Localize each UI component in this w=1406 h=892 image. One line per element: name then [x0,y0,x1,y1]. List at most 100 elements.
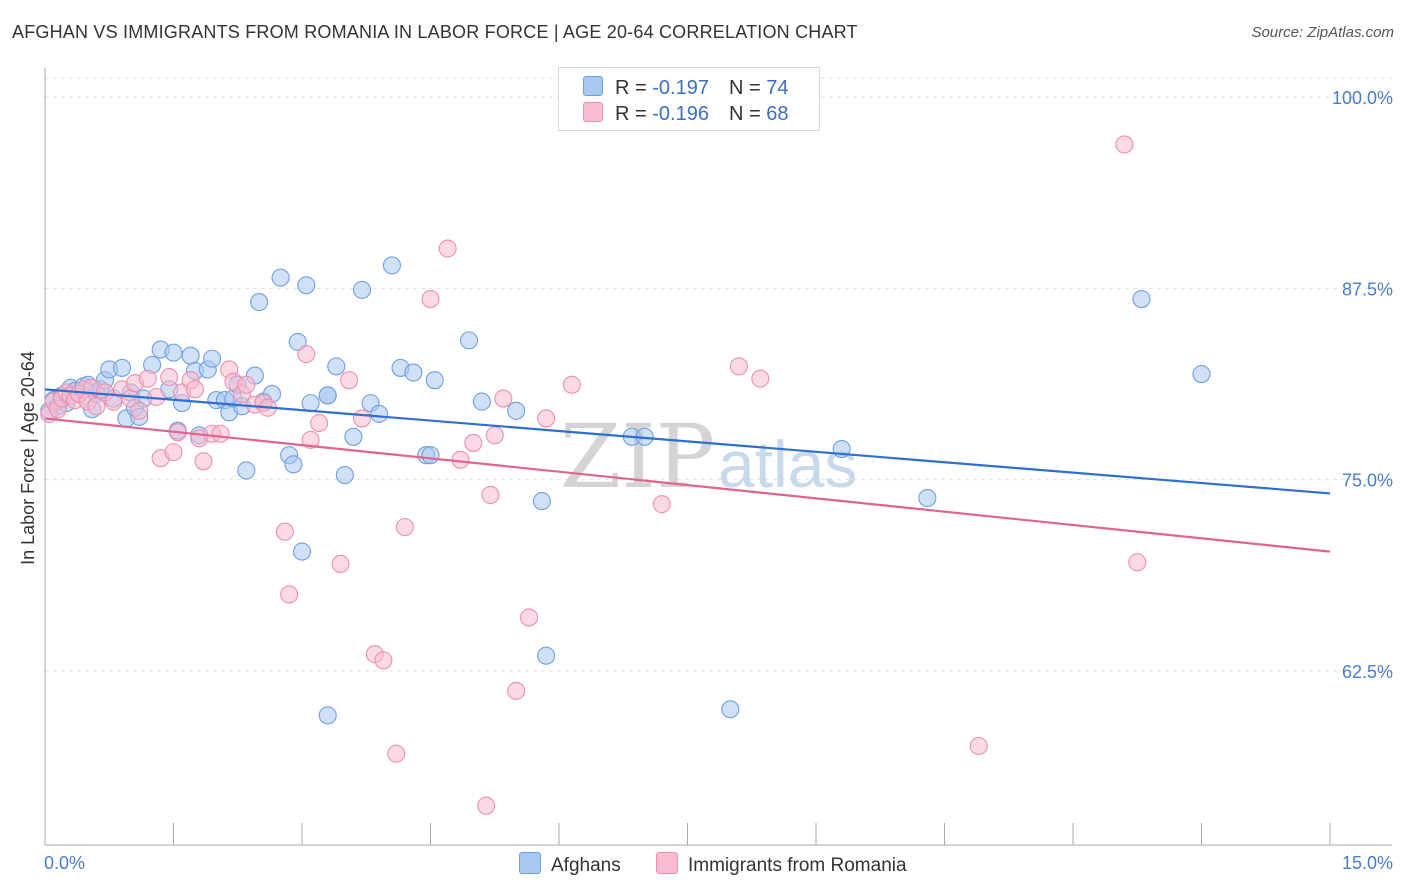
chart-title: AFGHAN VS IMMIGRANTS FROM ROMANIA IN LAB… [12,22,858,42]
legend-r-label: R = [615,77,653,99]
romania-point [387,744,406,763]
romania-point [485,426,504,445]
romania-point [464,433,483,452]
legend-r-value: -0.197 [652,77,709,99]
y-tick-label: 62.5% [1342,662,1393,682]
romania-point [340,371,359,390]
afghans-point [537,646,556,665]
romania-point [352,409,372,428]
afghans-point [237,461,256,480]
bottom-legend-swatch-blue [519,852,541,874]
source-credit: Source: ZipAtlas.com [1251,24,1394,41]
romania-point [519,608,539,627]
afghans-point [164,343,183,362]
romania-point [537,409,556,428]
afghans-point [425,371,444,390]
romania-point [438,239,457,258]
bottom-legend-romania: Immigrants from Romania [656,852,907,877]
afghans-point [318,386,337,405]
afghans-point [335,466,354,485]
romania-point [138,369,157,388]
afghans-point [404,363,423,382]
romania-point [729,357,748,376]
bottom-legend-label-romania: Immigrants from Romania [688,855,907,876]
romania-point [211,424,230,443]
romania-point [451,450,470,469]
romania-point [301,430,320,449]
y-tick-label: 100.0% [1332,88,1393,108]
romania-point [751,369,770,388]
bottom-legend-swatch-pink [656,852,678,874]
romania-point [160,368,179,387]
romania-point [1128,553,1147,572]
romania-point [194,452,213,471]
afghans-point [370,404,389,423]
afghans-point [284,455,303,474]
romania-point [297,345,316,364]
afghans-trend-line [44,388,1331,495]
romania-point [481,485,500,505]
romania-point [395,518,414,537]
afghans-point [203,349,222,368]
romania-point [494,389,513,408]
afghans-point [721,700,740,719]
y-axis-label: In Labor Force | Age 20-64 [18,351,38,565]
legend-box: R = -0.197 N = 74 R = -0.196 N = 68 [558,67,820,131]
romania-point [331,554,350,573]
legend-row-afghans: R = -0.197 N = 74 [583,76,788,102]
y-tick-label: 87.5% [1342,279,1393,299]
bottom-legend-label-afghans: Afghans [551,855,621,876]
romania-point [310,413,329,433]
romania-point [507,681,526,700]
afghans-point [344,427,363,446]
romania-point [275,522,294,541]
x-tick-label: 15.0% [1342,853,1393,873]
legend-swatch-pink [583,102,603,122]
romania-point [374,651,393,670]
romania-point [87,397,106,416]
romania-point [104,392,123,411]
afghans-point [532,492,551,511]
afghans-point [459,331,479,350]
watermark-zip: ZIP [560,405,715,508]
romania-point [652,495,671,514]
afghans-point [297,276,316,295]
romania-point [237,375,256,394]
afghans-point [318,706,337,725]
legend-n-label: N = [728,77,767,99]
legend-n-value: 68 [766,103,789,125]
bottom-legend-afghans: Afghans [519,852,621,877]
romania-point [562,375,581,394]
x-tick-label: 0.0% [44,853,85,873]
afghans-point [181,346,200,365]
romania-point [280,585,299,604]
y-tick-label: 75.0% [1342,471,1393,491]
watermark-atlas: atlas [718,427,857,501]
afghans-point [292,542,312,561]
series-romania-points [40,135,1147,815]
tick-labels: 62.5% 75.0% 87.5% 100.0% 0.0% 15.0% [44,88,1393,873]
afghans-point [472,392,491,411]
legend-swatch-blue [583,76,603,96]
afghans-point [288,332,307,351]
romania-point [130,401,149,420]
afghans-point [918,488,937,508]
axes [44,68,1392,846]
romania-point [969,736,988,756]
romania-point [421,289,440,309]
romania-point [477,796,496,815]
legend-r-value: -0.196 [652,103,709,125]
romania-point [164,443,183,462]
afghans-point [113,358,132,377]
afghans-point [1132,289,1151,309]
romania-point [185,380,204,399]
legend-r-label: R = [615,103,653,125]
afghans-point [421,446,440,465]
afghans-point [1192,365,1211,384]
trend-lines [44,388,1331,553]
afghans-point [507,401,526,420]
afghans-point [352,280,372,299]
afghans-point [327,357,346,376]
romania-point [1115,135,1134,154]
